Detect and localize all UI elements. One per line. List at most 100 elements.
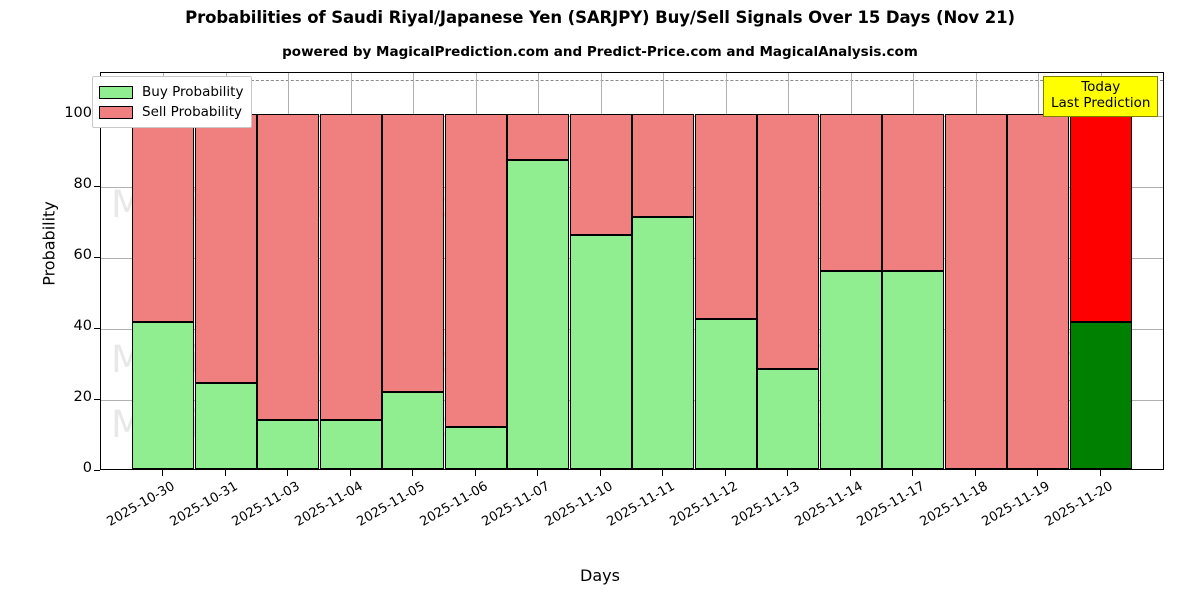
bar-segment-buy[interactable]: [132, 321, 194, 469]
bar-segment-buy[interactable]: [632, 216, 694, 469]
x-tick-mark: [287, 470, 288, 476]
bar-group[interactable]: [132, 73, 194, 469]
x-tick-label: 2025-11-18: [917, 479, 991, 530]
bar-group[interactable]: [1007, 73, 1069, 469]
today-line-2: Last Prediction: [1051, 94, 1151, 111]
bar-segment-sell[interactable]: [382, 113, 444, 392]
bar-segment-sell[interactable]: [882, 113, 944, 272]
bar-group[interactable]: [382, 73, 444, 469]
x-tick-mark: [412, 470, 413, 476]
bar-group[interactable]: [1070, 73, 1132, 469]
x-tick-label: 2025-11-07: [479, 479, 553, 530]
y-tick-mark: [94, 256, 100, 258]
bar-segment-sell[interactable]: [1070, 113, 1132, 322]
x-tick-mark: [725, 470, 726, 476]
bar-group[interactable]: [195, 73, 257, 469]
bar-segment-sell[interactable]: [632, 113, 694, 217]
bar-segment-sell[interactable]: [445, 113, 507, 428]
bar-segment-buy[interactable]: [820, 271, 882, 469]
chart-subtitle: powered by MagicalPrediction.com and Pre…: [282, 44, 918, 60]
y-tick-label: 100: [64, 104, 92, 121]
x-tick-label: 2025-11-04: [292, 479, 366, 530]
x-tick-mark: [787, 470, 788, 476]
legend-swatch-icon: [99, 105, 133, 119]
bar-segment-buy[interactable]: [445, 427, 507, 469]
bar-segment-buy[interactable]: [257, 420, 319, 469]
bar-segment-buy[interactable]: [695, 319, 757, 469]
bar-group[interactable]: [570, 73, 632, 469]
bar-segment-sell[interactable]: [257, 113, 319, 421]
bar-segment-sell[interactable]: [570, 113, 632, 235]
bar-segment-buy[interactable]: [570, 234, 632, 469]
bar-segment-buy[interactable]: [382, 391, 444, 469]
x-tick-mark: [975, 470, 976, 476]
today-annotation: Today Last Prediction: [1043, 76, 1159, 117]
reference-line: [101, 80, 1163, 82]
bar-group[interactable]: [320, 73, 382, 469]
x-tick-label: 2025-11-03: [229, 479, 303, 530]
bar-segment-buy[interactable]: [1070, 321, 1132, 469]
x-tick-mark: [350, 470, 351, 476]
bar-segment-buy[interactable]: [320, 420, 382, 469]
x-tick-label: 2025-11-10: [542, 479, 616, 530]
y-axis-label: Probability: [39, 201, 59, 286]
x-tick-mark: [162, 470, 163, 476]
bar-group[interactable]: [445, 73, 507, 469]
x-tick-label: 2025-11-05: [354, 479, 428, 530]
bar-group[interactable]: [257, 73, 319, 469]
plot-area: MagicalAnalysis.comMagicalPrediction.com…: [100, 72, 1164, 470]
x-tick-mark: [1037, 470, 1038, 476]
x-tick-mark: [912, 470, 913, 476]
bar-segment-sell[interactable]: [507, 113, 569, 160]
x-tick-label: 2025-11-06: [417, 479, 491, 530]
x-tick-label: 2025-11-14: [792, 479, 866, 530]
x-tick-mark: [662, 470, 663, 476]
y-tick-mark: [94, 398, 100, 400]
x-tick-label: 2025-11-12: [667, 479, 741, 530]
legend-item[interactable]: Buy Probability: [99, 82, 243, 102]
x-tick-label: 2025-10-31: [167, 479, 241, 530]
y-tick-label: 0: [82, 460, 92, 476]
x-tick-label: 2025-10-30: [104, 479, 178, 530]
bar-segment-sell[interactable]: [945, 113, 1007, 469]
x-tick-label: 2025-11-20: [1042, 479, 1116, 530]
x-axis-label: Days: [580, 566, 620, 585]
y-tick-label: 20: [73, 388, 92, 405]
bar-segment-sell[interactable]: [820, 113, 882, 272]
bar-segment-buy[interactable]: [195, 383, 257, 469]
bar-segment-sell[interactable]: [757, 113, 819, 370]
y-tick-label: 80: [73, 175, 92, 192]
y-tick-mark: [94, 327, 100, 329]
x-tick-mark: [1100, 470, 1101, 476]
bar-segment-sell[interactable]: [1007, 113, 1069, 469]
bar-segment-buy[interactable]: [507, 159, 569, 469]
x-tick-mark: [537, 470, 538, 476]
y-tick-label: 40: [73, 317, 92, 334]
bar-group[interactable]: [507, 73, 569, 469]
bar-group[interactable]: [820, 73, 882, 469]
legend-swatch-icon: [99, 85, 133, 99]
legend-item[interactable]: Sell Probability: [99, 102, 243, 122]
bar-segment-sell[interactable]: [695, 113, 757, 320]
bar-group[interactable]: [632, 73, 694, 469]
bar-group[interactable]: [695, 73, 757, 469]
x-tick-mark: [475, 470, 476, 476]
legend-item-label: Buy Probability: [142, 84, 244, 100]
bar-segment-sell[interactable]: [132, 113, 194, 322]
bar-group[interactable]: [945, 73, 1007, 469]
x-tick-label: 2025-11-19: [979, 479, 1053, 530]
x-tick-mark: [225, 470, 226, 476]
bar-segment-buy[interactable]: [882, 271, 944, 469]
x-tick-label: 2025-11-11: [604, 479, 678, 530]
y-tick-mark: [94, 470, 100, 471]
bar-segment-buy[interactable]: [757, 369, 819, 469]
bar-segment-sell[interactable]: [195, 113, 257, 384]
bar-segment-sell[interactable]: [320, 113, 382, 421]
x-tick-mark: [850, 470, 851, 476]
bar-group[interactable]: [757, 73, 819, 469]
legend-item-label: Sell Probability: [142, 104, 243, 120]
x-tick-mark: [600, 470, 601, 476]
bar-group[interactable]: [882, 73, 944, 469]
chart-legend: Buy Probability Sell Probability: [92, 76, 253, 128]
